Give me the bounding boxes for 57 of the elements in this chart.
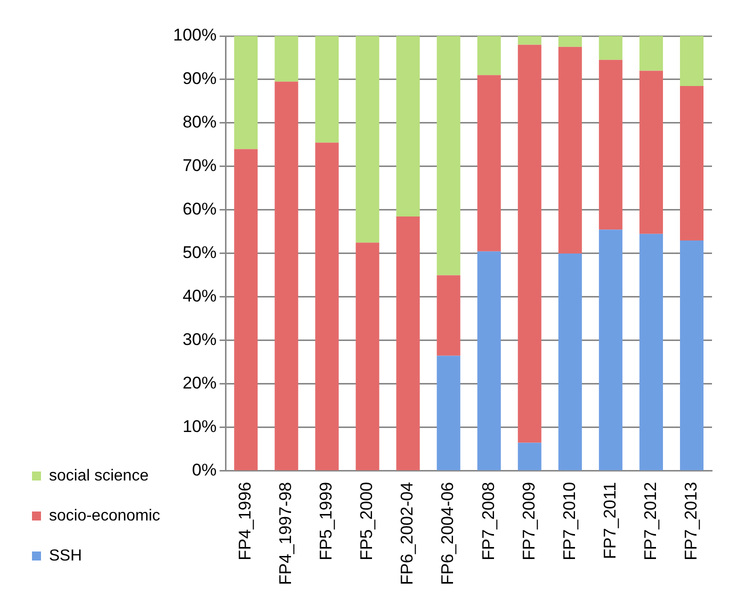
x-tick-label: FP6_2004-06: [438, 482, 458, 586]
bar: [436, 356, 460, 470]
x-tick-label: FP4_1996: [236, 482, 255, 560]
bar: [680, 86, 704, 240]
x-tick-label: FP7_2011: [600, 482, 620, 560]
bar: [518, 442, 542, 470]
bar: [518, 44, 542, 443]
bar: [396, 36, 420, 217]
x-tick-label: FP5_1999: [316, 482, 336, 560]
x-tick-label: FP7_2010: [560, 482, 579, 560]
y-tick-label: 10%: [182, 417, 217, 436]
bar: [639, 234, 663, 470]
bar: [274, 36, 298, 82]
x-tick-label: FP5_2000: [357, 482, 376, 560]
bar: [598, 60, 622, 230]
bar: [558, 253, 582, 470]
legend-label: social science: [49, 467, 149, 484]
y-tick-label: 40%: [182, 286, 217, 306]
bar: [436, 36, 460, 276]
bar: [680, 240, 704, 470]
x-tick-label: FP7_2008: [478, 482, 498, 560]
bar: [477, 251, 501, 470]
bar: [274, 82, 298, 470]
bar: [598, 36, 622, 60]
bar: [477, 75, 501, 252]
y-tick-label: 100%: [173, 26, 217, 45]
y-tick-label: 90%: [182, 69, 217, 88]
y-tick-label: 50%: [182, 243, 217, 262]
bar: [234, 149, 258, 470]
bar: [234, 36, 258, 150]
bar: [396, 216, 420, 470]
x-tick-label: FP7_2012: [640, 482, 660, 560]
bar: [598, 230, 622, 470]
legend-label: socio-economic: [49, 507, 160, 524]
x-tick-label: FP7_2013: [681, 482, 700, 560]
y-tick-label: 0%: [192, 460, 217, 480]
bar: [315, 36, 339, 143]
bar: [436, 275, 460, 356]
bar: [639, 70, 663, 234]
y-tick-label: 60%: [182, 200, 217, 219]
bar: [680, 36, 704, 86]
bar: [558, 46, 582, 254]
bar: [356, 36, 380, 243]
y-tick-label: 30%: [182, 330, 217, 350]
x-tick-label: FP6_2002-04: [398, 482, 417, 586]
legend-label: SSH: [49, 547, 82, 564]
x-tick-label: FP4_1997-98: [276, 482, 296, 586]
bar: [315, 142, 339, 470]
bar: [477, 36, 501, 76]
y-tick-label: 20%: [182, 374, 217, 393]
bar: [558, 36, 582, 47]
bar: [356, 242, 380, 470]
bar: [639, 36, 663, 71]
x-tick-label: FP7_2009: [519, 482, 538, 560]
y-tick-label: 80%: [182, 112, 217, 132]
y-tick-label: 70%: [182, 156, 217, 176]
bar: [518, 36, 542, 45]
